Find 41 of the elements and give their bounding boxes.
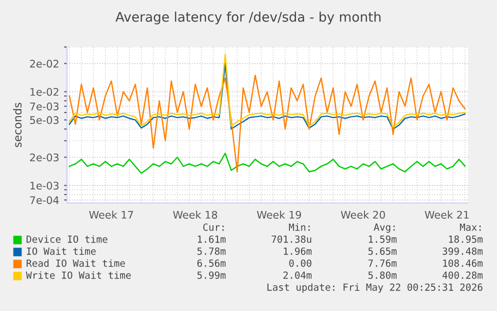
text: Cur: — [203, 223, 224, 231]
legend-label: Write IO Wait time — [26, 271, 131, 279]
line-series — [68, 152, 466, 174]
text: 5.78m — [197, 247, 226, 255]
text: 7.76m — [368, 259, 397, 267]
text: 108.46m — [443, 259, 483, 267]
text: Last update: Fri May 22 00:25:31 2026 — [267, 283, 482, 293]
legend-label: Device IO time — [26, 235, 108, 243]
chart-title: Average latency for /dev/sda - by month — [115, 12, 381, 24]
text: 0.00 — [289, 259, 312, 267]
text: 6.56m — [197, 259, 226, 267]
text: 1.96m — [284, 247, 312, 255]
y-tick-label: 7e-03 — [30, 102, 59, 110]
text: 400.28m — [442, 271, 483, 279]
text: 1.61m — [198, 235, 226, 243]
legend-label: IO Wait time — [26, 247, 96, 255]
line-series — [68, 74, 466, 172]
x-tick-label: Week 18 — [173, 210, 218, 219]
text: 5.65m — [368, 247, 397, 255]
y-tick-label: 1e-02 — [30, 88, 58, 96]
y-axis-title: seconds — [13, 102, 22, 148]
y-tick-label: 2e-02 — [30, 60, 58, 68]
text: Avg: — [374, 224, 395, 233]
text: Max: — [460, 224, 481, 231]
text: Min: — [288, 223, 310, 231]
y-tick-label: 5e-03 — [30, 116, 59, 124]
text: 5.99m — [197, 271, 226, 279]
y-tick-label: 7e-04 — [30, 196, 59, 204]
text: 5.80m — [368, 271, 397, 279]
x-tick-label: Week 20 — [340, 210, 385, 219]
x-tick-label: Week 17 — [89, 210, 134, 219]
text: 2.04m — [283, 271, 312, 279]
x-tick-label: Week 19 — [256, 210, 302, 219]
text: 1.59m — [368, 235, 397, 243]
text: 18.95m — [449, 235, 483, 243]
text: 701.38u — [272, 235, 312, 243]
legend-label: Read IO Wait time — [26, 259, 125, 267]
y-tick-label: 1e-03 — [30, 182, 59, 190]
y-tick-label: 2e-03 — [30, 153, 59, 162]
text: 399.48m — [442, 247, 483, 255]
x-tick-label: Week 21 — [424, 210, 469, 219]
